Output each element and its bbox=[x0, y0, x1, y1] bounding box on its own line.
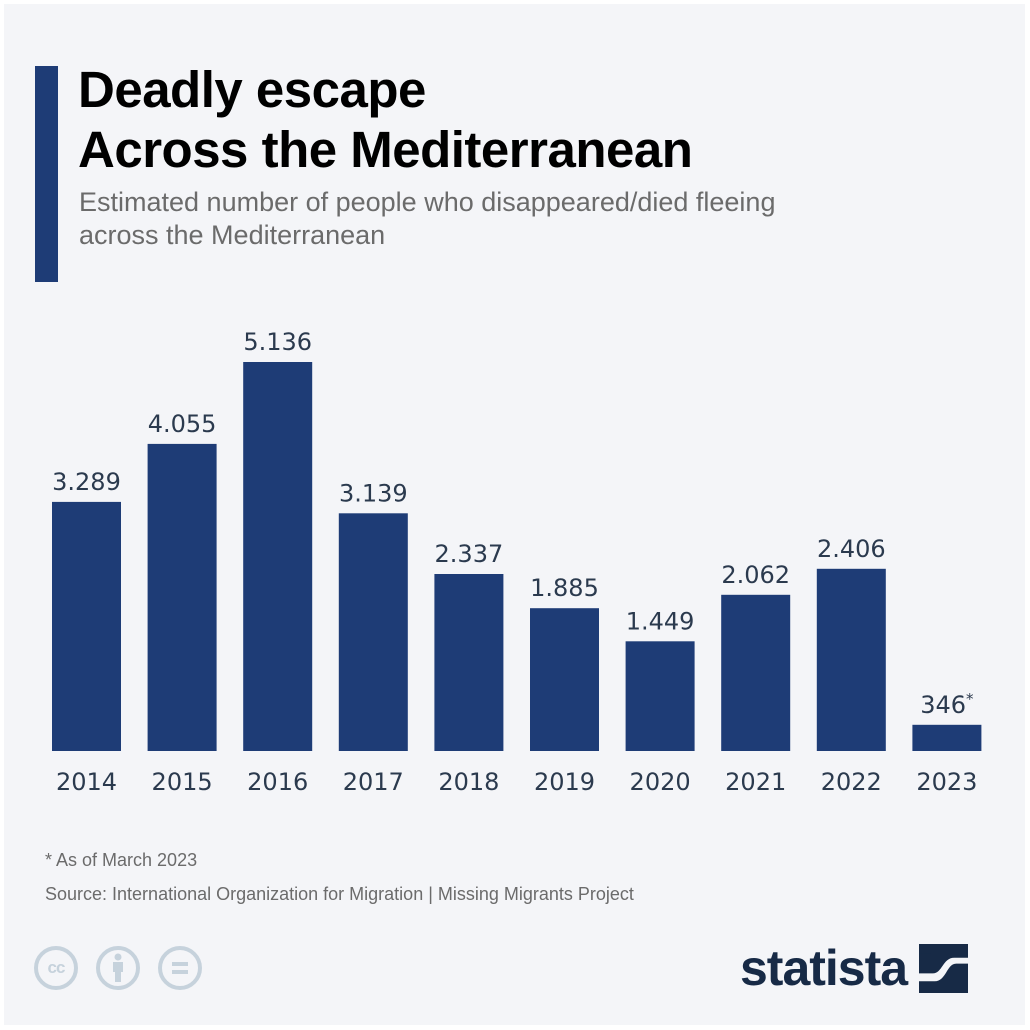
source-note: Source: International Organization for M… bbox=[45, 884, 634, 904]
chart-title: Deadly escape Across the Mediterranean bbox=[78, 60, 693, 180]
footnote: * As of March 2023 bbox=[45, 850, 198, 870]
bar-2021 bbox=[721, 594, 791, 751]
bar-2023 bbox=[912, 724, 982, 751]
x-tick-label-2016: 2016 bbox=[247, 768, 308, 796]
no-derivatives-icon bbox=[158, 946, 202, 990]
x-tick-label-2014: 2014 bbox=[56, 768, 117, 796]
chart-subtitle: Estimated number of people who disappear… bbox=[79, 186, 979, 252]
bar-2018 bbox=[434, 574, 504, 751]
x-tick-label-2017: 2017 bbox=[343, 768, 404, 796]
value-label-2017: 3.139 bbox=[339, 479, 408, 507]
bar-2019 bbox=[530, 608, 599, 751]
title-line-2: Across the Mediterranean bbox=[78, 121, 693, 178]
statista-logo: statista bbox=[740, 940, 969, 996]
statista-logo-mark-icon bbox=[919, 943, 969, 993]
bar-2022 bbox=[816, 568, 886, 751]
value-label-2023: 346* bbox=[920, 690, 974, 719]
value-label-2021: 2.062 bbox=[721, 561, 790, 589]
cc-icon-text: cc bbox=[47, 958, 66, 977]
x-tick-label-2015: 2015 bbox=[152, 768, 213, 796]
equals-glyph bbox=[172, 962, 188, 974]
value-label-2022: 2.406 bbox=[817, 535, 886, 563]
bar-2020 bbox=[625, 641, 695, 751]
value-label-2015: 4.055 bbox=[148, 410, 217, 438]
x-tick-label-2022: 2022 bbox=[821, 768, 882, 796]
value-label-2020: 1.449 bbox=[626, 607, 695, 635]
subtitle-line-1: Estimated number of people who disappear… bbox=[79, 187, 776, 217]
x-tick-label-2021: 2021 bbox=[725, 768, 786, 796]
logo-text: statista bbox=[740, 940, 908, 996]
title-line-1: Deadly escape bbox=[78, 61, 426, 118]
attribution-icon bbox=[96, 946, 140, 990]
value-label-2019: 1.885 bbox=[530, 574, 599, 602]
bar-2016 bbox=[243, 362, 313, 751]
bar-2017 bbox=[338, 513, 408, 751]
value-label-2018: 2.337 bbox=[435, 540, 504, 568]
value-label-2014: 3.289 bbox=[52, 468, 121, 496]
value-label-asterisk: * bbox=[966, 690, 974, 708]
subtitle-line-2: across the Mediterranean bbox=[79, 220, 386, 250]
x-tick-label-2019: 2019 bbox=[534, 768, 595, 796]
accent-bar bbox=[35, 66, 58, 282]
person-glyph bbox=[113, 953, 123, 982]
bar-2015 bbox=[147, 443, 217, 751]
cc-icon: cc bbox=[34, 946, 78, 990]
x-tick-label-2018: 2018 bbox=[438, 768, 499, 796]
bar-chart: 3.289 2014 4.055 2015 5.136 2016 3.139 2017 2.33… bbox=[52, 328, 982, 796]
bar-2014 bbox=[52, 501, 121, 751]
x-tick-label-2020: 2020 bbox=[630, 768, 691, 796]
value-label-2016: 5.136 bbox=[243, 328, 312, 356]
x-tick-label-2023: 2023 bbox=[916, 768, 977, 796]
